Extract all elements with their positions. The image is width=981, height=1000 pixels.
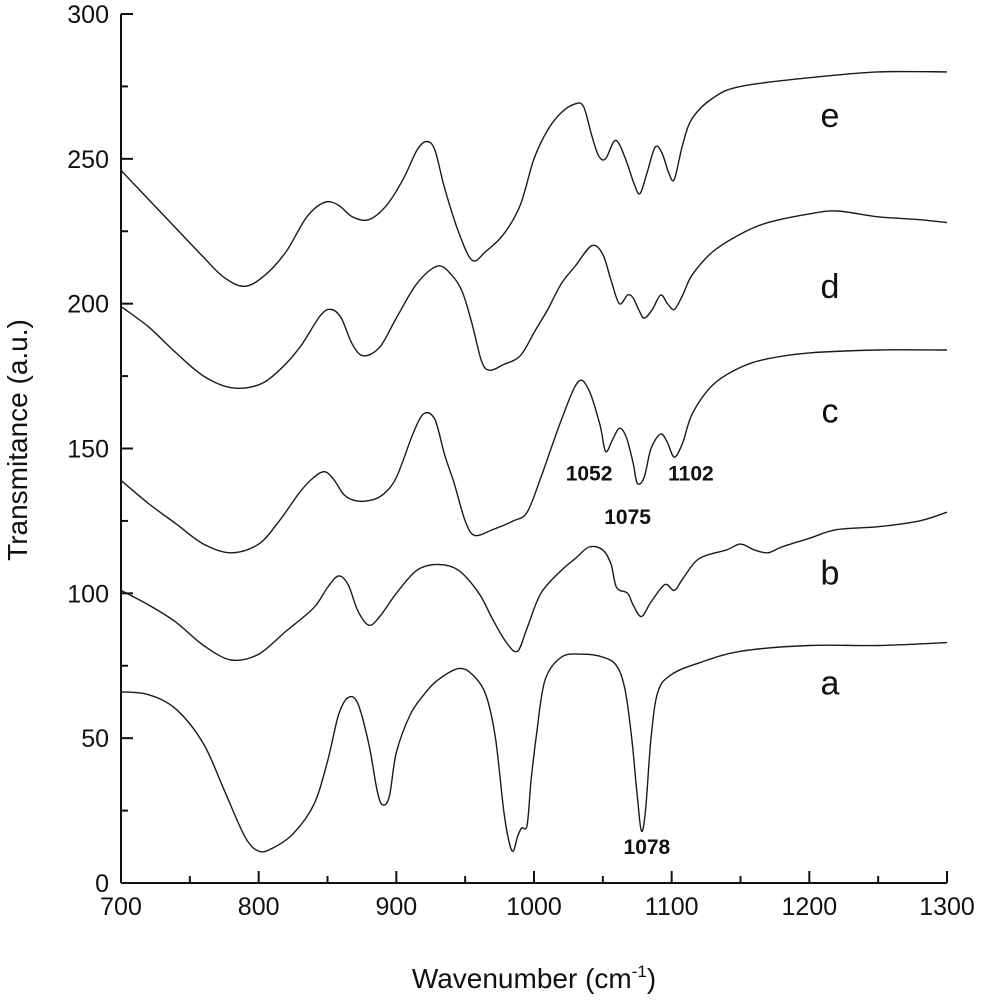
y-tick-label: 50 [81, 725, 109, 753]
y-tick-label: 250 [67, 146, 109, 174]
x-axis-title-close: ) [647, 963, 656, 994]
series-label-b: b [821, 555, 840, 593]
x-tick-label: 1200 [782, 893, 838, 921]
x-axis-title-main: Wavenumber (cm [412, 963, 632, 994]
peak-label-1078: 1078 [624, 836, 671, 859]
y-tick-label: 0 [95, 870, 109, 898]
peak-label-1102: 1102 [668, 462, 714, 485]
series-label-d: d [821, 268, 840, 306]
x-tick-label: 1000 [506, 893, 562, 921]
x-tick-label: 1100 [645, 893, 699, 921]
y-tick-label: 300 [67, 1, 109, 29]
series-labels: a b c d e [821, 97, 840, 703]
y-tick-label: 200 [67, 291, 109, 319]
y-tick-label: 100 [67, 580, 109, 608]
series-line-c [120, 349, 948, 554]
series-line-b [120, 511, 948, 662]
ticks: 700 800 900 1000 1100 1200 1300 0 50 100 150 200 250… [67, 1, 975, 921]
x-axis-title: Wavenumber (cm-1) [412, 962, 656, 994]
x-tick-label: 800 [238, 893, 280, 921]
peak-annotations: 1052 1075 1102 1078 [566, 462, 714, 859]
y-axis-title: Transmitance (a.u.) [2, 319, 33, 561]
x-tick-label: 1300 [919, 893, 975, 921]
x-tick-label: 700 [100, 893, 142, 921]
peak-label-1075: 1075 [604, 506, 651, 529]
series-curves [120, 70, 948, 853]
series-line-d [120, 210, 948, 389]
series-line-e [120, 70, 948, 288]
series-label-c: c [821, 392, 838, 430]
x-axis-title-superscript: -1 [632, 962, 647, 981]
y-tick-label: 150 [67, 436, 109, 464]
series-label-a: a [821, 665, 840, 703]
x-tick-label: 900 [375, 893, 417, 921]
peak-label-1052: 1052 [566, 462, 613, 485]
series-label-e: e [821, 97, 840, 135]
series-line-a [120, 641, 948, 853]
